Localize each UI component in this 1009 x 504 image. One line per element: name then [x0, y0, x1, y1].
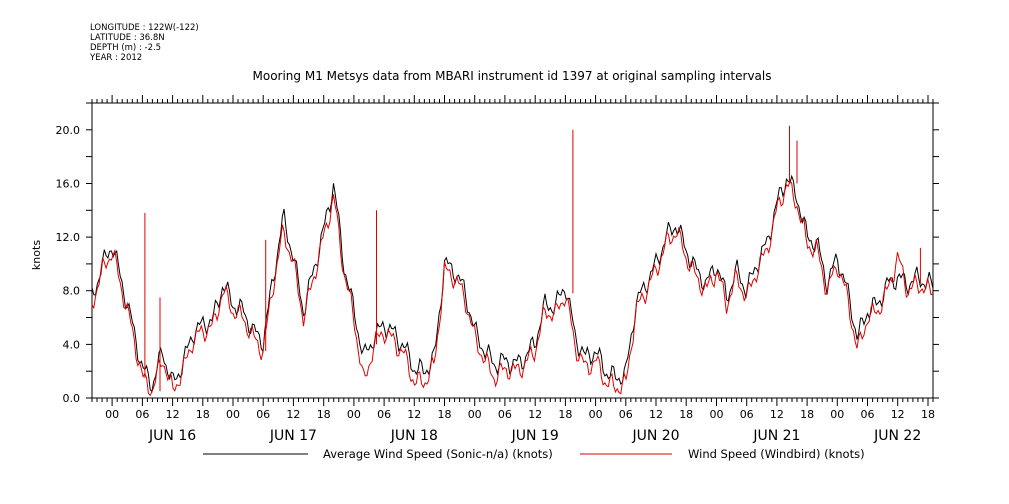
x-tick-label: 18: [800, 408, 814, 421]
x-tick-label: 00: [105, 408, 119, 421]
axis-ticks: [86, 95, 939, 406]
day-label: JUN 19: [511, 428, 559, 444]
day-label: JUN 20: [631, 428, 679, 444]
y-tick-label: 16.0: [56, 178, 81, 191]
x-tick-label: 06: [619, 408, 633, 421]
x-tick-label: 06: [256, 408, 270, 421]
windbird-spikes: [144, 125, 921, 392]
day-label: JUN 22: [873, 428, 921, 444]
day-label: JUN 18: [390, 428, 438, 444]
day-label: JUN 21: [752, 428, 800, 444]
x-tick-label: 00: [589, 408, 603, 421]
x-tick-label: 18: [317, 408, 331, 421]
day-label: JUN 16: [148, 428, 196, 444]
chart-title: Mooring M1 Metsys data from MBARI instru…: [253, 69, 772, 83]
y-tick-label: 8.0: [63, 285, 81, 298]
metadata-year: YEAR : 2012: [89, 53, 142, 63]
y-axis-label: knots: [30, 240, 43, 270]
x-tick-label: 00: [710, 408, 724, 421]
x-tick-label: 00: [830, 408, 844, 421]
plot-frame: [91, 102, 934, 399]
day-label: JUN 17: [269, 428, 317, 444]
x-tick-label: 06: [861, 408, 875, 421]
x-tick-label: 06: [377, 408, 391, 421]
series-group: [91, 125, 934, 397]
y-tick-label: 4.0: [63, 338, 81, 351]
y-tick-label: 0.0: [63, 392, 81, 405]
x-tick-label: 18: [679, 408, 693, 421]
x-tick-label: 18: [196, 408, 210, 421]
x-tick-label: 12: [286, 408, 300, 421]
y-tick-labels: 0.0 4.0 8.0 12.0 16.0 20.0: [56, 124, 81, 405]
x-tick-label: 18: [558, 408, 572, 421]
x-tick-label: 12: [891, 408, 905, 421]
metadata-block: LONGITUDE : 122W(-122) LATITUDE : 36.8N …: [89, 23, 199, 63]
x-tick-label: 06: [740, 408, 754, 421]
metadata-latitude: LATITUDE : 36.8N: [90, 33, 165, 43]
x-tick-label: 12: [166, 408, 180, 421]
legend-label-average: Average Wind Speed (Sonic-n/a) (knots): [323, 447, 553, 461]
x-tick-label: 12: [770, 408, 784, 421]
x-tick-label: 12: [528, 408, 542, 421]
day-labels: JUN 16 JUN 17 JUN 18 JUN 19 JUN 20 JUN 21 JUN …: [148, 428, 921, 444]
x-tick-label: 06: [498, 408, 512, 421]
series-line-average-wind-speed: [91, 174, 934, 393]
legend-label-windbird: Wind Speed (Windbird) (knots): [688, 447, 865, 461]
x-tick-label: 12: [407, 408, 421, 421]
x-tick-label: 00: [468, 408, 482, 421]
metadata-longitude: LONGITUDE : 122W(-122): [90, 23, 199, 33]
metadata-depth: DEPTH (m) : -2.5: [90, 43, 161, 53]
x-tick-label: 00: [226, 408, 240, 421]
series-line-windbird-wind-speed: [91, 180, 933, 397]
legend: Average Wind Speed (Sonic-n/a) (knots) W…: [203, 447, 865, 461]
y-tick-label: 20.0: [56, 124, 81, 137]
x-tick-label: 00: [347, 408, 361, 421]
x-tick-label: 18: [438, 408, 452, 421]
x-tick-label: 12: [649, 408, 663, 421]
y-tick-label: 12.0: [56, 231, 81, 244]
x-tick-labels: 00 06 12 18 00 06 12 18 00 06 12 18 00 06 12 18 00 06 12 18…: [105, 408, 935, 421]
x-tick-label: 18: [921, 408, 935, 421]
x-tick-label: 06: [135, 408, 149, 421]
